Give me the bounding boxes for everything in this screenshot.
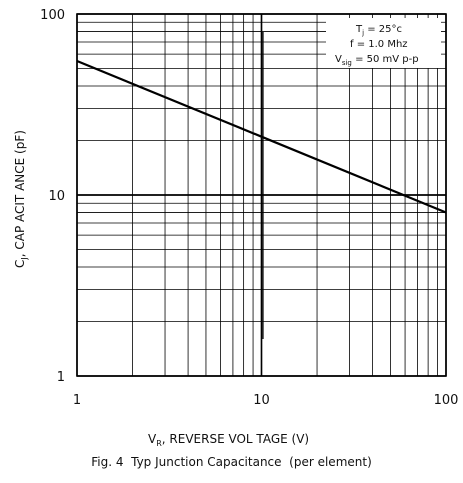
tick-labels: 1 10 100 100 10 1 [40,8,458,408]
y-tick-label: 100 [40,8,65,23]
y-axis-title: CJ, CAP ACIT ANCE (pF) [13,130,29,268]
capacitance-curve [76,59,447,214]
x-axis-title: VR, REVERSE VOL TAGE (V) [148,432,309,448]
conditions-legend: Tj = 25°c f = 1.0 Mhz Vsig = 50 mV p-p [326,18,441,68]
x-tick-label: 10 [253,393,270,408]
condition-vsig: Vsig = 50 mV p-p [335,54,419,67]
y-tick-label: 10 [48,189,65,204]
chart-grid [76,13,447,377]
condition-freq: f = 1.0 Mhz [350,39,408,50]
plot-frame [76,13,447,377]
condition-tj: Tj = 25°c [355,24,402,37]
x-tick-label: 1 [73,393,81,408]
figure-caption: Fig. 4 Typ Junction Capacitance (per ele… [91,455,372,469]
x-tick-label: 100 [434,393,459,408]
chart-series [76,59,447,214]
y-tick-label: 1 [57,370,65,385]
